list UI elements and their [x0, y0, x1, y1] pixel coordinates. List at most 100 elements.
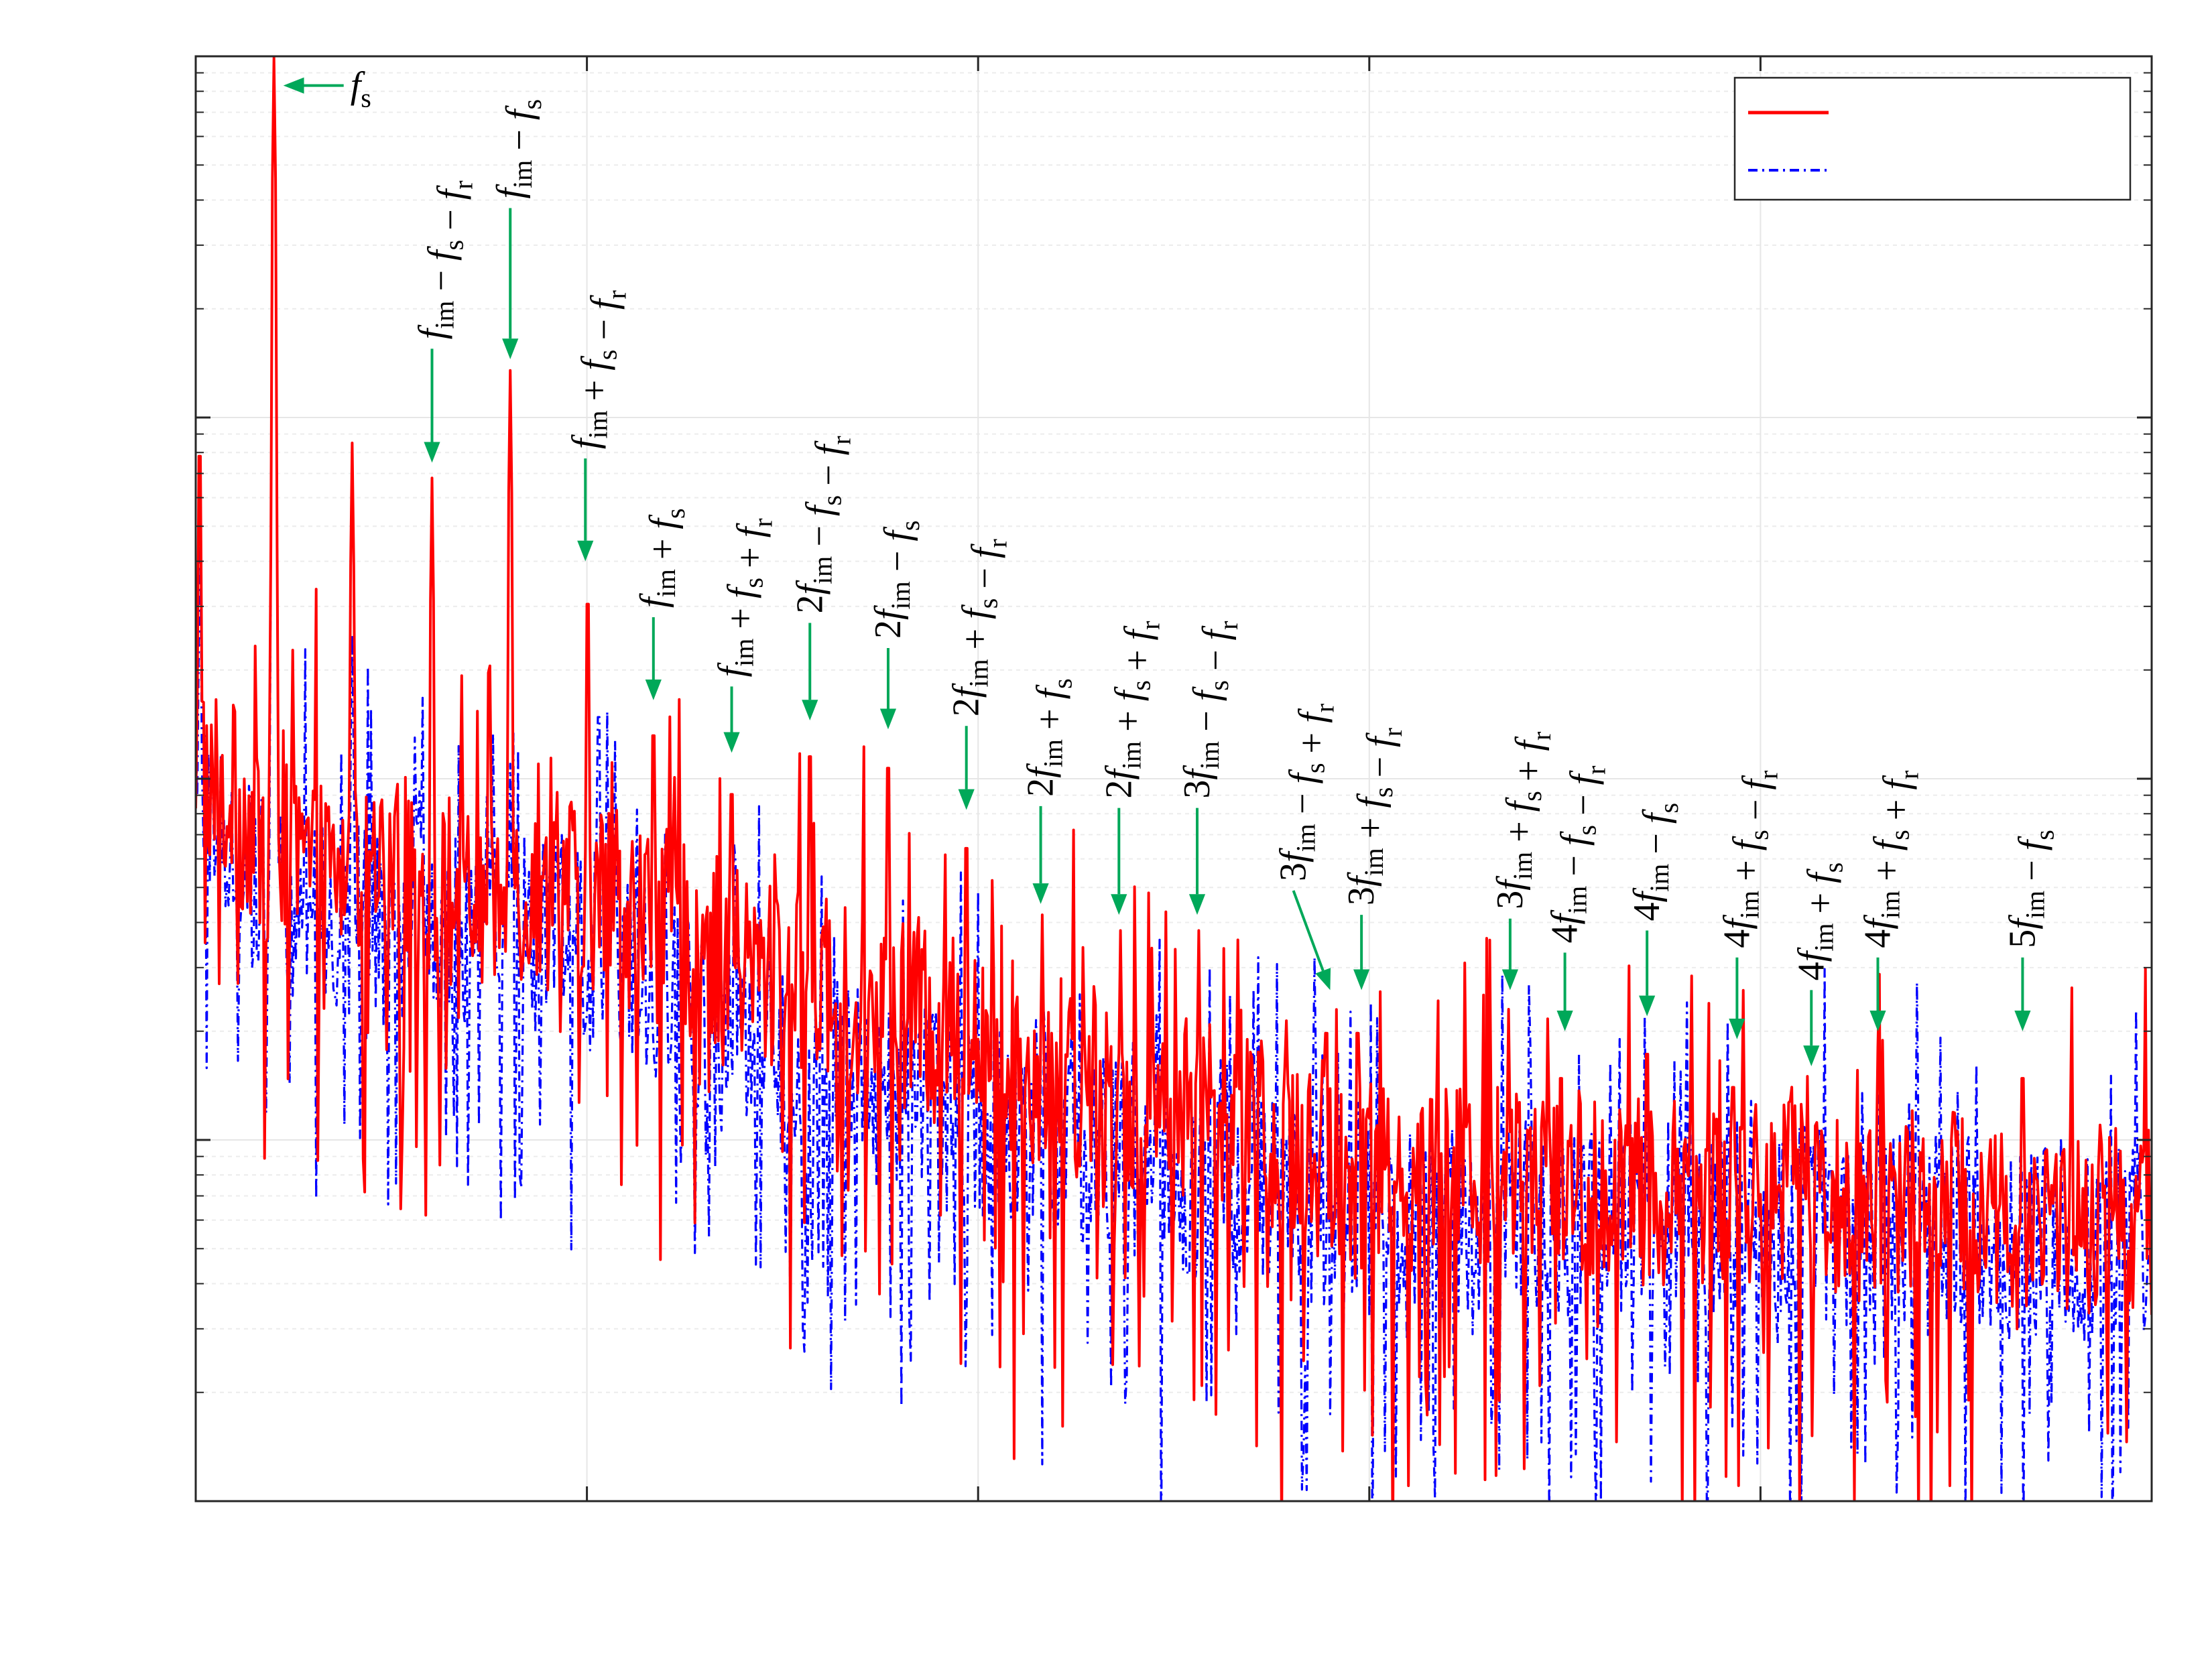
annotation-9: 2fim + fs [1020, 678, 1078, 904]
label-part: − [1735, 790, 1776, 830]
label-coefficient: 3 [1273, 862, 1314, 881]
annotation-arrow-head [1188, 894, 1206, 915]
label-part: + [1107, 701, 1149, 741]
label-coefficient: 2 [1098, 780, 1140, 799]
label-coefficient: 3 [1341, 887, 1382, 905]
label-coefficient: 3 [1176, 780, 1218, 799]
label-part: − [1186, 701, 1227, 741]
label-subscript: r [1377, 728, 1408, 736]
label-coefficient: 4 [1790, 962, 1832, 980]
label-subscript: s [592, 350, 622, 361]
annotation-arrow-head [645, 679, 662, 700]
label-part: + [642, 529, 684, 570]
series-lines [196, 56, 2152, 1501]
annotation-label: fim + fs − fr [564, 290, 631, 449]
annotation-arrow-head [1869, 1010, 1886, 1031]
label-part: − [583, 310, 625, 350]
label-part: − [1554, 846, 1595, 886]
label-subscript: im [964, 659, 994, 687]
label-subscript: s [1204, 680, 1234, 691]
label-part: − [2011, 850, 2052, 891]
annotation-13: 3fim + fs − fr [1341, 728, 1408, 990]
label-subscript: im [1808, 923, 1839, 952]
label-part: + [730, 537, 772, 578]
label-part: − [1636, 824, 1677, 864]
label-subscript: s [1517, 791, 1547, 802]
label-part: − [420, 261, 462, 301]
annotation-12: 3fim − fs + fr [1273, 704, 1340, 990]
annotation-arrow-head [502, 338, 519, 360]
series-line-healthy [196, 56, 2152, 1501]
annotation-arrow-head [1639, 995, 1656, 1017]
annotation-18: 4fim + fs [1790, 862, 1848, 1066]
annotation-arrow-head [577, 540, 594, 562]
label-subscript: s [1884, 830, 1914, 840]
label-subscript: s [1743, 830, 1774, 840]
label-part: + [1030, 699, 1071, 739]
label-subscript: s [1818, 862, 1848, 873]
label-part: − [1359, 747, 1401, 787]
annotation-arrow-head [424, 442, 440, 463]
label-part: + [955, 619, 997, 659]
label-subscript: s [1048, 678, 1078, 689]
label-coefficient: 2 [946, 698, 987, 716]
label-coefficient: 4 [1857, 930, 1898, 948]
annotation-label: 4fim + fs + fr [1857, 771, 1924, 948]
label-subscript: r [826, 436, 856, 444]
label-subscript: im [582, 410, 613, 438]
annotation-arrow-shaft [1292, 890, 1325, 972]
label-part: − [965, 558, 1006, 598]
label-part: − [877, 541, 918, 582]
legend-box [1733, 76, 2132, 201]
annotation-label: 2fim + fs [1020, 678, 1078, 797]
label-subscript: s [895, 520, 925, 531]
label-subscript: s [1125, 680, 1156, 691]
label-subscript: s [2029, 830, 2059, 840]
annotation-19: 4fim + fs + fr [1857, 771, 1924, 1031]
label-subscript: im [507, 160, 538, 188]
label-subscript: r [448, 180, 478, 189]
label-subscript: s [517, 99, 547, 110]
annotation-label: fim − fs − fr [411, 180, 478, 339]
annotation-arrow-head [1803, 1045, 1820, 1066]
label-subscript: im [1562, 886, 1593, 914]
annotation-arrow-head [879, 708, 897, 730]
label-coefficient: 2 [867, 620, 909, 639]
label-subscript: s [1368, 787, 1398, 798]
label-subscript: r [748, 518, 778, 527]
annotation-arrow-head [283, 77, 304, 94]
annotation-7: 2fim − fs [867, 520, 925, 730]
label-part: − [1195, 640, 1237, 680]
annotation-arrow-head [1729, 1018, 1745, 1039]
label-subscript: s [660, 508, 690, 519]
label-part: − [499, 120, 540, 160]
label-subscript: r [601, 290, 631, 299]
series-line-inner-race-fault [196, 56, 2152, 1501]
label-subscript: im [729, 639, 759, 667]
label-subscript: im [1875, 891, 1905, 919]
annotation-arrow-head [1556, 1010, 1573, 1031]
label-part: + [1499, 812, 1540, 852]
annotation-label: 4fim + fs [1790, 862, 1848, 981]
label-part: + [1725, 850, 1767, 891]
annotation-arrow-head [723, 732, 740, 753]
label-subscript: r [1753, 771, 1783, 779]
annotation-label: 3fim + fs − fr [1341, 728, 1408, 905]
label-subscript: im [807, 556, 837, 584]
label-subscript: im [1508, 852, 1538, 880]
label-subscript: r [1135, 621, 1165, 630]
label-part: − [1282, 784, 1324, 824]
label-subscript: im [651, 569, 681, 597]
annotation-arrow-head [1315, 968, 1331, 990]
label-coefficient: 5 [2002, 930, 2043, 948]
label-subscript: im [885, 581, 916, 609]
annotation-5: fim + fs + fr [711, 518, 778, 753]
legend [1733, 76, 2132, 201]
label-subscript: r [1894, 771, 1924, 779]
label-subscript: s [816, 495, 847, 506]
label-subscript: s [1654, 803, 1684, 814]
label-subscript: im [1194, 741, 1225, 769]
label-subscript: s [438, 240, 469, 251]
annotation-10: 2fim + fs + fr [1098, 621, 1165, 915]
